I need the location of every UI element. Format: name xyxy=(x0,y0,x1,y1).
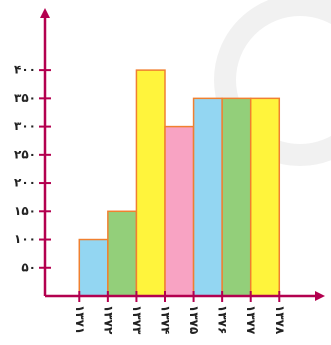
x-tick-label: ۱۳۷۷ xyxy=(244,305,258,335)
x-tick-label: ۱۳۷۳ xyxy=(130,305,144,335)
bar xyxy=(78,238,109,297)
watermark xyxy=(214,0,331,166)
x-axis-arrow xyxy=(315,291,325,301)
y-tick-label: ۱۵۰ xyxy=(14,204,36,218)
y-tick-label: ۲۰۰ xyxy=(14,176,36,190)
y-axis-arrow xyxy=(40,8,50,18)
bar xyxy=(164,125,195,297)
y-tick-label: ۳۵۰ xyxy=(14,91,36,105)
bar xyxy=(107,210,138,297)
y-tick-label: ۴۰۰ xyxy=(14,63,36,77)
x-tick-label: ۱۳۷۲ xyxy=(101,305,115,335)
y-tick-label: ۱۰۰ xyxy=(14,232,36,246)
y-tick-label: ۵۰ xyxy=(21,260,36,274)
x-tick-label: ۱۳۷۶ xyxy=(216,305,230,334)
bar xyxy=(192,97,223,297)
y-tick-label: ۳۰۰ xyxy=(14,119,36,133)
bar xyxy=(135,69,166,297)
x-tick-label: ۱۳۷۵ xyxy=(187,305,201,334)
bar xyxy=(221,97,252,297)
y-tick-label: ۲۵۰ xyxy=(14,147,36,161)
bar xyxy=(249,97,281,297)
x-tick-label: ۱۳۷۴ xyxy=(159,305,173,334)
x-tick-label: ۱۳۷۱ xyxy=(73,305,87,334)
x-tick-label: ۱۳۷۸ xyxy=(273,305,287,335)
